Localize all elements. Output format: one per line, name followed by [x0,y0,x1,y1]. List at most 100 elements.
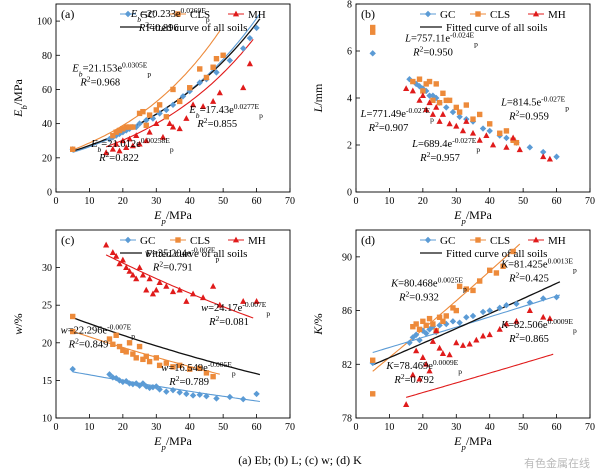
data-point-mh [423,360,430,367]
data-point-gc [116,377,123,384]
y-tick-label: 10 [42,414,52,425]
x-tick-label: 0 [54,196,59,207]
x-tick-label: 20 [118,196,128,207]
data-point-gc [456,319,463,326]
data-point-cls [70,313,76,320]
data-point-gc [513,300,520,308]
y-axis-label: Eb/MPa [11,79,29,118]
data-point-mh [126,267,133,274]
data-point-mh [133,275,140,282]
y-axis-label: K/% [311,313,325,335]
data-point-mh [459,127,467,134]
fit-curve-cls [72,30,221,151]
data-point-mh [546,155,553,162]
data-point-mh [439,350,447,356]
x-tick-label: 10 [384,196,394,207]
fit-r-squared: R2=0.849 [68,336,109,351]
data-point-mh [496,325,503,332]
legend-label-mh: MH [248,9,266,21]
data-point-mh [459,342,467,348]
series-mh [403,85,553,162]
data-point-mh [146,128,153,135]
x-tick-label: 60 [552,422,562,433]
fit-curve-fit [372,281,561,366]
y-tick-label: 82 [342,360,352,371]
data-point-gc [469,312,477,320]
data-point-mh [189,101,197,108]
series-cls [370,24,520,146]
data-point-cls [123,349,129,355]
data-point-cls [113,332,119,338]
data-point-gc [226,393,234,401]
data-point-mh [119,137,126,144]
data-point-mh [503,143,510,150]
data-point-cls [176,98,183,105]
fit-r-squared: R2=0.081 [208,313,249,328]
fit-r-squared: R2=0.959 [508,108,549,123]
panel-label: (b) [361,7,375,21]
data-point-gc [226,57,234,64]
data-point-mh [479,332,487,339]
data-point-cls [440,318,446,325]
x-axis-label: Ep/MPa [153,208,192,226]
data-point-cls [443,313,449,319]
data-point-cls [370,391,376,397]
data-point-mh [403,401,410,407]
x-tick-label: 20 [418,422,428,433]
data-point-gc [406,339,413,346]
series-mh [103,60,253,156]
y-tick-label: 2 [347,141,352,152]
data-point-gc [163,106,170,114]
data-point-gc [526,144,534,151]
fit-r-squared: R2=0.822 [98,149,139,164]
data-point-cls [476,111,483,118]
data-point-gc [540,295,547,302]
legend-marker-mh [532,10,540,17]
data-point-cls [410,78,416,85]
legend-marker-mh [532,236,540,243]
data-point-cls [476,278,483,284]
data-point-mh [453,122,460,129]
data-point-gc [463,314,470,321]
data-point-cls [176,362,183,369]
data-point-gc [553,293,560,301]
data-point-gc [196,79,203,86]
fit-r-squared: R2=0.855 [196,116,237,131]
x-axis-label: Ep/MPa [453,434,492,452]
x-tick-label: 70 [585,422,595,433]
data-point-mh [436,118,443,124]
data-point-mh [453,339,460,346]
data-point-mh [176,125,183,132]
data-point-cls [170,86,176,93]
data-point-gc [123,127,130,134]
data-point-cls [513,139,520,146]
data-point-mh [166,120,173,127]
fit-r-squared: R2=0.907 [368,119,409,134]
data-point-cls [116,343,123,350]
fit-r-squared: R2=0.950 [412,44,453,59]
data-point-cls [370,29,376,35]
data-point-mh [476,136,483,143]
data-point-cls [197,365,203,372]
data-point-cls [450,305,456,311]
data-point-gc [426,92,433,99]
data-point-mh [409,87,416,94]
data-point-mh [246,60,253,67]
data-point-mh [433,327,440,334]
legend-label-cls: CLS [190,9,210,21]
legend-label-mh: MH [548,9,566,21]
data-point-cls [126,124,133,130]
data-point-mh [139,271,147,278]
data-point-mh [210,283,217,289]
data-point-mh [199,294,207,301]
data-point-cls [487,121,493,127]
fit-r-squared: R2=0.932 [398,289,439,304]
data-point-mh [513,317,520,324]
data-point-gc [479,308,487,316]
data-point-mh [183,298,190,304]
data-point-gc [179,93,187,100]
data-point-mh [540,153,547,160]
data-point-mh [403,85,410,91]
data-point-cls [70,328,76,335]
